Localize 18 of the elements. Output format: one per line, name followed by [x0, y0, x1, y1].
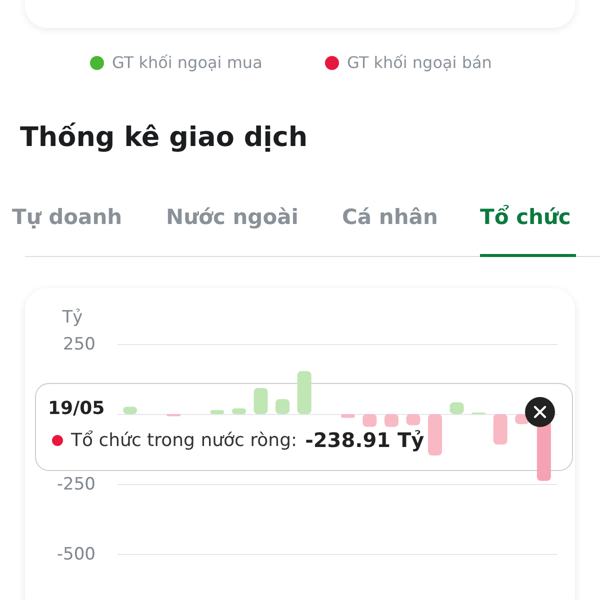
y-axis-title: Tỷ	[61, 308, 83, 328]
annotation: Tổ chức trong nước ròng:	[71, 430, 298, 450]
y-tick-label: -250	[56, 474, 96, 494]
bar	[493, 414, 508, 445]
bar	[297, 371, 312, 414]
annotation: -238.91 Tỷ	[305, 428, 424, 452]
text: 19/05	[48, 398, 105, 419]
text: Tự doanh	[12, 205, 122, 229]
text: Cá nhân	[342, 205, 438, 229]
y-tick-label: -500	[56, 544, 96, 564]
text: GT khối ngoại mua	[112, 53, 262, 72]
text: Tổ chức	[480, 205, 571, 229]
chart-title: Thống kê giao dịch	[20, 122, 308, 153]
text: GT khối ngoại bán	[347, 53, 492, 72]
text: Nước ngoài	[166, 205, 298, 229]
y-tick-label: 250	[63, 334, 96, 354]
bar	[254, 388, 268, 414]
bar	[428, 414, 442, 456]
